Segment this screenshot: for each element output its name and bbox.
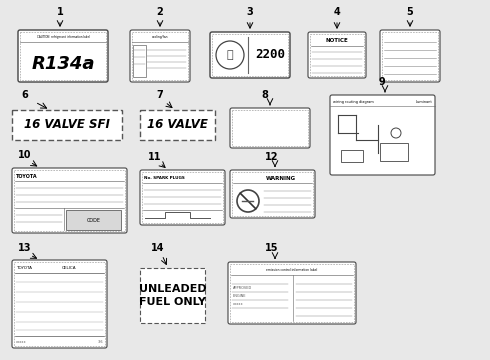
- Text: 6: 6: [22, 90, 28, 100]
- Text: 16 VALVE: 16 VALVE: [147, 118, 208, 131]
- Text: 7: 7: [157, 90, 163, 100]
- Text: 2: 2: [157, 7, 163, 17]
- Bar: [380, 143, 408, 161]
- FancyBboxPatch shape: [140, 170, 225, 225]
- Bar: [142, 172, 223, 223]
- FancyBboxPatch shape: [230, 170, 315, 218]
- Text: 13: 13: [18, 243, 32, 253]
- Text: 2200: 2200: [255, 49, 285, 62]
- Text: 11: 11: [148, 152, 162, 162]
- Text: CODE: CODE: [87, 217, 101, 222]
- Bar: [14, 170, 125, 231]
- FancyBboxPatch shape: [228, 262, 356, 324]
- Text: No. SPARK PLUGS: No. SPARK PLUGS: [144, 176, 185, 180]
- Text: Luminant: Luminant: [415, 100, 432, 104]
- Text: 14: 14: [151, 243, 165, 253]
- Bar: [310, 34, 364, 76]
- Circle shape: [237, 190, 259, 212]
- Bar: [232, 172, 313, 216]
- Text: ENGINE: ENGINE: [233, 294, 246, 298]
- Bar: [132, 32, 188, 80]
- Bar: [341, 150, 363, 162]
- Bar: [140, 110, 215, 140]
- FancyBboxPatch shape: [380, 30, 440, 82]
- Text: 10: 10: [18, 150, 32, 160]
- FancyBboxPatch shape: [12, 260, 107, 348]
- Bar: [14, 262, 105, 346]
- FancyBboxPatch shape: [18, 30, 108, 82]
- Text: APPROVED: APPROVED: [233, 286, 252, 290]
- FancyBboxPatch shape: [210, 32, 290, 78]
- FancyBboxPatch shape: [12, 168, 127, 233]
- Text: 5: 5: [407, 7, 414, 17]
- FancyBboxPatch shape: [230, 108, 310, 148]
- Text: UNLEADED
FUEL ONLY: UNLEADED FUEL ONLY: [139, 284, 206, 307]
- Text: emission control information label: emission control information label: [266, 268, 318, 272]
- Bar: [212, 34, 288, 76]
- Text: xxxxx: xxxxx: [233, 302, 244, 306]
- Text: cooling/fan: cooling/fan: [152, 35, 168, 39]
- Text: 4: 4: [334, 7, 341, 17]
- Bar: [133, 45, 146, 77]
- Text: NOTICE: NOTICE: [326, 39, 348, 44]
- FancyBboxPatch shape: [308, 32, 366, 78]
- Bar: [232, 110, 308, 146]
- Circle shape: [391, 128, 401, 138]
- Text: TOYOTA: TOYOTA: [16, 174, 38, 179]
- Text: 3: 3: [246, 7, 253, 17]
- Text: 3.6: 3.6: [98, 340, 103, 344]
- Bar: [382, 32, 438, 80]
- Text: TOYOTA: TOYOTA: [16, 266, 32, 270]
- Bar: [230, 264, 354, 322]
- FancyBboxPatch shape: [130, 30, 190, 82]
- Text: CELICA: CELICA: [62, 266, 76, 270]
- Text: 16 VALVE SFI: 16 VALVE SFI: [24, 118, 110, 131]
- Text: 9: 9: [379, 77, 385, 87]
- Bar: [12, 110, 122, 140]
- Text: Ⓣ: Ⓣ: [227, 50, 233, 60]
- Text: wiring routing diagram: wiring routing diagram: [333, 100, 374, 104]
- Text: WARNING: WARNING: [266, 175, 295, 180]
- Text: 15: 15: [265, 243, 279, 253]
- Bar: [20, 32, 106, 80]
- Bar: [140, 268, 205, 323]
- Text: 1: 1: [57, 7, 63, 17]
- Text: 12: 12: [265, 152, 279, 162]
- Text: R134a: R134a: [31, 55, 95, 73]
- Text: 8: 8: [262, 90, 269, 100]
- FancyBboxPatch shape: [330, 95, 435, 175]
- Bar: [66, 210, 121, 230]
- Text: CAUTION  refrigerant information label: CAUTION refrigerant information label: [36, 35, 90, 39]
- Text: xxxxx: xxxxx: [16, 340, 26, 344]
